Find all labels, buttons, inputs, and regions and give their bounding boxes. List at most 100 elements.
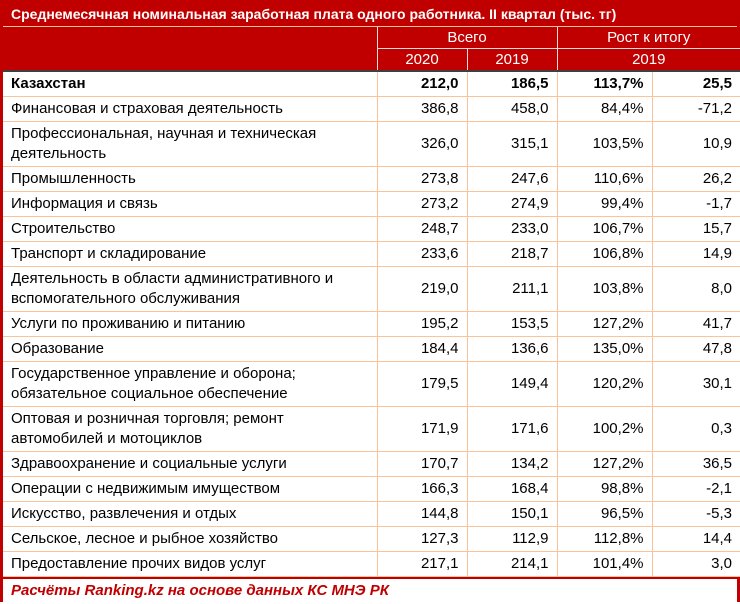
- wage-table: Всего Рост к итогу 2020 2019 2019 Казахс…: [3, 27, 740, 577]
- value-2019: 168,4: [466, 476, 558, 502]
- header-group-growth: Рост к итогу: [556, 27, 740, 49]
- row-label: Казахстан: [3, 70, 378, 97]
- growth-percent: 99,4%: [556, 191, 653, 217]
- table-header: Всего Рост к итогу 2020 2019 2019: [3, 27, 740, 72]
- value-2019: 211,1: [466, 266, 558, 312]
- value-2019: 149,4: [466, 361, 558, 407]
- row-label: Деятельность в области административного…: [3, 266, 378, 312]
- table-row: Промышленность 273,8 247,6 110,6% 26,2: [3, 166, 740, 192]
- row-label: Промышленность: [3, 166, 378, 192]
- table-row: Предоставление прочих видов услуг 217,1 21…: [3, 551, 740, 577]
- row-label: Строительство: [3, 216, 378, 242]
- value-2019: 233,0: [466, 216, 558, 242]
- growth-percent: 127,2%: [556, 451, 653, 477]
- value-2020: 127,3: [376, 526, 468, 552]
- growth-absolute: 0,3: [651, 406, 740, 452]
- growth-absolute: 26,2: [651, 166, 740, 192]
- value-2020: 326,0: [376, 121, 468, 167]
- table-row: Профессиональная, научная и техническая …: [3, 121, 740, 167]
- header-col-2020: 2020: [376, 48, 468, 72]
- row-label: Транспорт и складирование: [3, 241, 378, 267]
- value-2020: 273,2: [376, 191, 468, 217]
- growth-absolute: 8,0: [651, 266, 740, 312]
- value-2020: 184,4: [376, 336, 468, 362]
- value-2019: 112,9: [466, 526, 558, 552]
- growth-percent: 127,2%: [556, 311, 653, 337]
- value-2019: 150,1: [466, 501, 558, 527]
- header-col-growth-2019: 2019: [556, 48, 740, 72]
- table-row: Строительство 248,7 233,0 106,7% 15,7: [3, 216, 740, 242]
- table-row: Искусство, развлечения и отдых 144,8 150,1…: [3, 501, 740, 527]
- growth-percent: 101,4%: [556, 551, 653, 577]
- table-row: Здравоохранение и социальные услуги 170,7…: [3, 451, 740, 477]
- growth-absolute: 25,5: [651, 70, 740, 97]
- table-body: Казахстан 212,0 186,5 113,7% 25,5 Финансовая …: [3, 70, 740, 577]
- growth-percent: 120,2%: [556, 361, 653, 407]
- value-2020: 179,5: [376, 361, 468, 407]
- row-label: Сельское, лесное и рыбное хозяйство: [3, 526, 378, 552]
- growth-absolute: 47,8: [651, 336, 740, 362]
- table-row: Сельское, лесное и рыбное хозяйство 127,3…: [3, 526, 740, 552]
- table-row: Государственное управление и оборона; об…: [3, 361, 740, 407]
- value-2019: 153,5: [466, 311, 558, 337]
- growth-absolute: 41,7: [651, 311, 740, 337]
- value-2020: 233,6: [376, 241, 468, 267]
- row-label: Предоставление прочих видов услуг: [3, 551, 378, 577]
- header-col-2019: 2019: [466, 48, 558, 72]
- growth-percent: 100,2%: [556, 406, 653, 452]
- row-label: Оптовая и розничная торговля; ремонт авт…: [3, 406, 378, 452]
- table-row: Образование 184,4 136,6 135,0% 47,8: [3, 336, 740, 362]
- value-2020: 212,0: [376, 70, 468, 97]
- value-2019: 458,0: [466, 96, 558, 122]
- growth-percent: 103,8%: [556, 266, 653, 312]
- growth-percent: 98,8%: [556, 476, 653, 502]
- value-2019: 134,2: [466, 451, 558, 477]
- value-2020: 219,0: [376, 266, 468, 312]
- table-row: Деятельность в области административного…: [3, 266, 740, 312]
- growth-percent: 113,7%: [556, 70, 653, 97]
- table-row: Транспорт и складирование 233,6 218,7 106,8…: [3, 241, 740, 267]
- growth-absolute: -71,2: [651, 96, 740, 122]
- growth-absolute: 30,1: [651, 361, 740, 407]
- table-row: Информация и связь 273,2 274,9 99,4% -1,7: [3, 191, 740, 217]
- growth-percent: 84,4%: [556, 96, 653, 122]
- table-row: Операции с недвижимым имуществом 166,3 168…: [3, 476, 740, 502]
- row-label: Искусство, развлечения и отдых: [3, 501, 378, 527]
- table-row: Услуги по проживанию и питанию 195,2 153,5…: [3, 311, 740, 337]
- row-label: Образование: [3, 336, 378, 362]
- value-2019: 315,1: [466, 121, 558, 167]
- header-corner-cell: [3, 27, 378, 72]
- growth-percent: 96,5%: [556, 501, 653, 527]
- source-note: Расчёты Ranking.kz на основе данных КС М…: [3, 577, 737, 604]
- value-2019: 186,5: [466, 70, 558, 97]
- value-2020: 248,7: [376, 216, 468, 242]
- value-2019: 218,7: [466, 241, 558, 267]
- growth-absolute: -5,3: [651, 501, 740, 527]
- growth-absolute: 14,9: [651, 241, 740, 267]
- value-2020: 195,2: [376, 311, 468, 337]
- row-label: Здравоохранение и социальные услуги: [3, 451, 378, 477]
- value-2019: 136,6: [466, 336, 558, 362]
- value-2019: 274,9: [466, 191, 558, 217]
- growth-absolute: -1,7: [651, 191, 740, 217]
- table-row: Финансовая и страховая деятельность 386,8…: [3, 96, 740, 122]
- growth-absolute: 14,4: [651, 526, 740, 552]
- table-row-country-total: Казахстан 212,0 186,5 113,7% 25,5: [3, 70, 740, 97]
- value-2020: 386,8: [376, 96, 468, 122]
- row-label: Услуги по проживанию и питанию: [3, 311, 378, 337]
- table-title: Среднемесячная номинальная заработная пл…: [3, 3, 737, 27]
- value-2020: 273,8: [376, 166, 468, 192]
- value-2020: 166,3: [376, 476, 468, 502]
- growth-percent: 103,5%: [556, 121, 653, 167]
- value-2020: 171,9: [376, 406, 468, 452]
- header-group-total: Всего: [376, 27, 558, 49]
- row-label: Профессиональная, научная и техническая …: [3, 121, 378, 167]
- growth-absolute: 15,7: [651, 216, 740, 242]
- growth-absolute: 36,5: [651, 451, 740, 477]
- growth-percent: 135,0%: [556, 336, 653, 362]
- value-2019: 214,1: [466, 551, 558, 577]
- growth-percent: 106,8%: [556, 241, 653, 267]
- header-group-row: Всего Рост к итогу: [3, 27, 740, 72]
- row-label: Финансовая и страховая деятельность: [3, 96, 378, 122]
